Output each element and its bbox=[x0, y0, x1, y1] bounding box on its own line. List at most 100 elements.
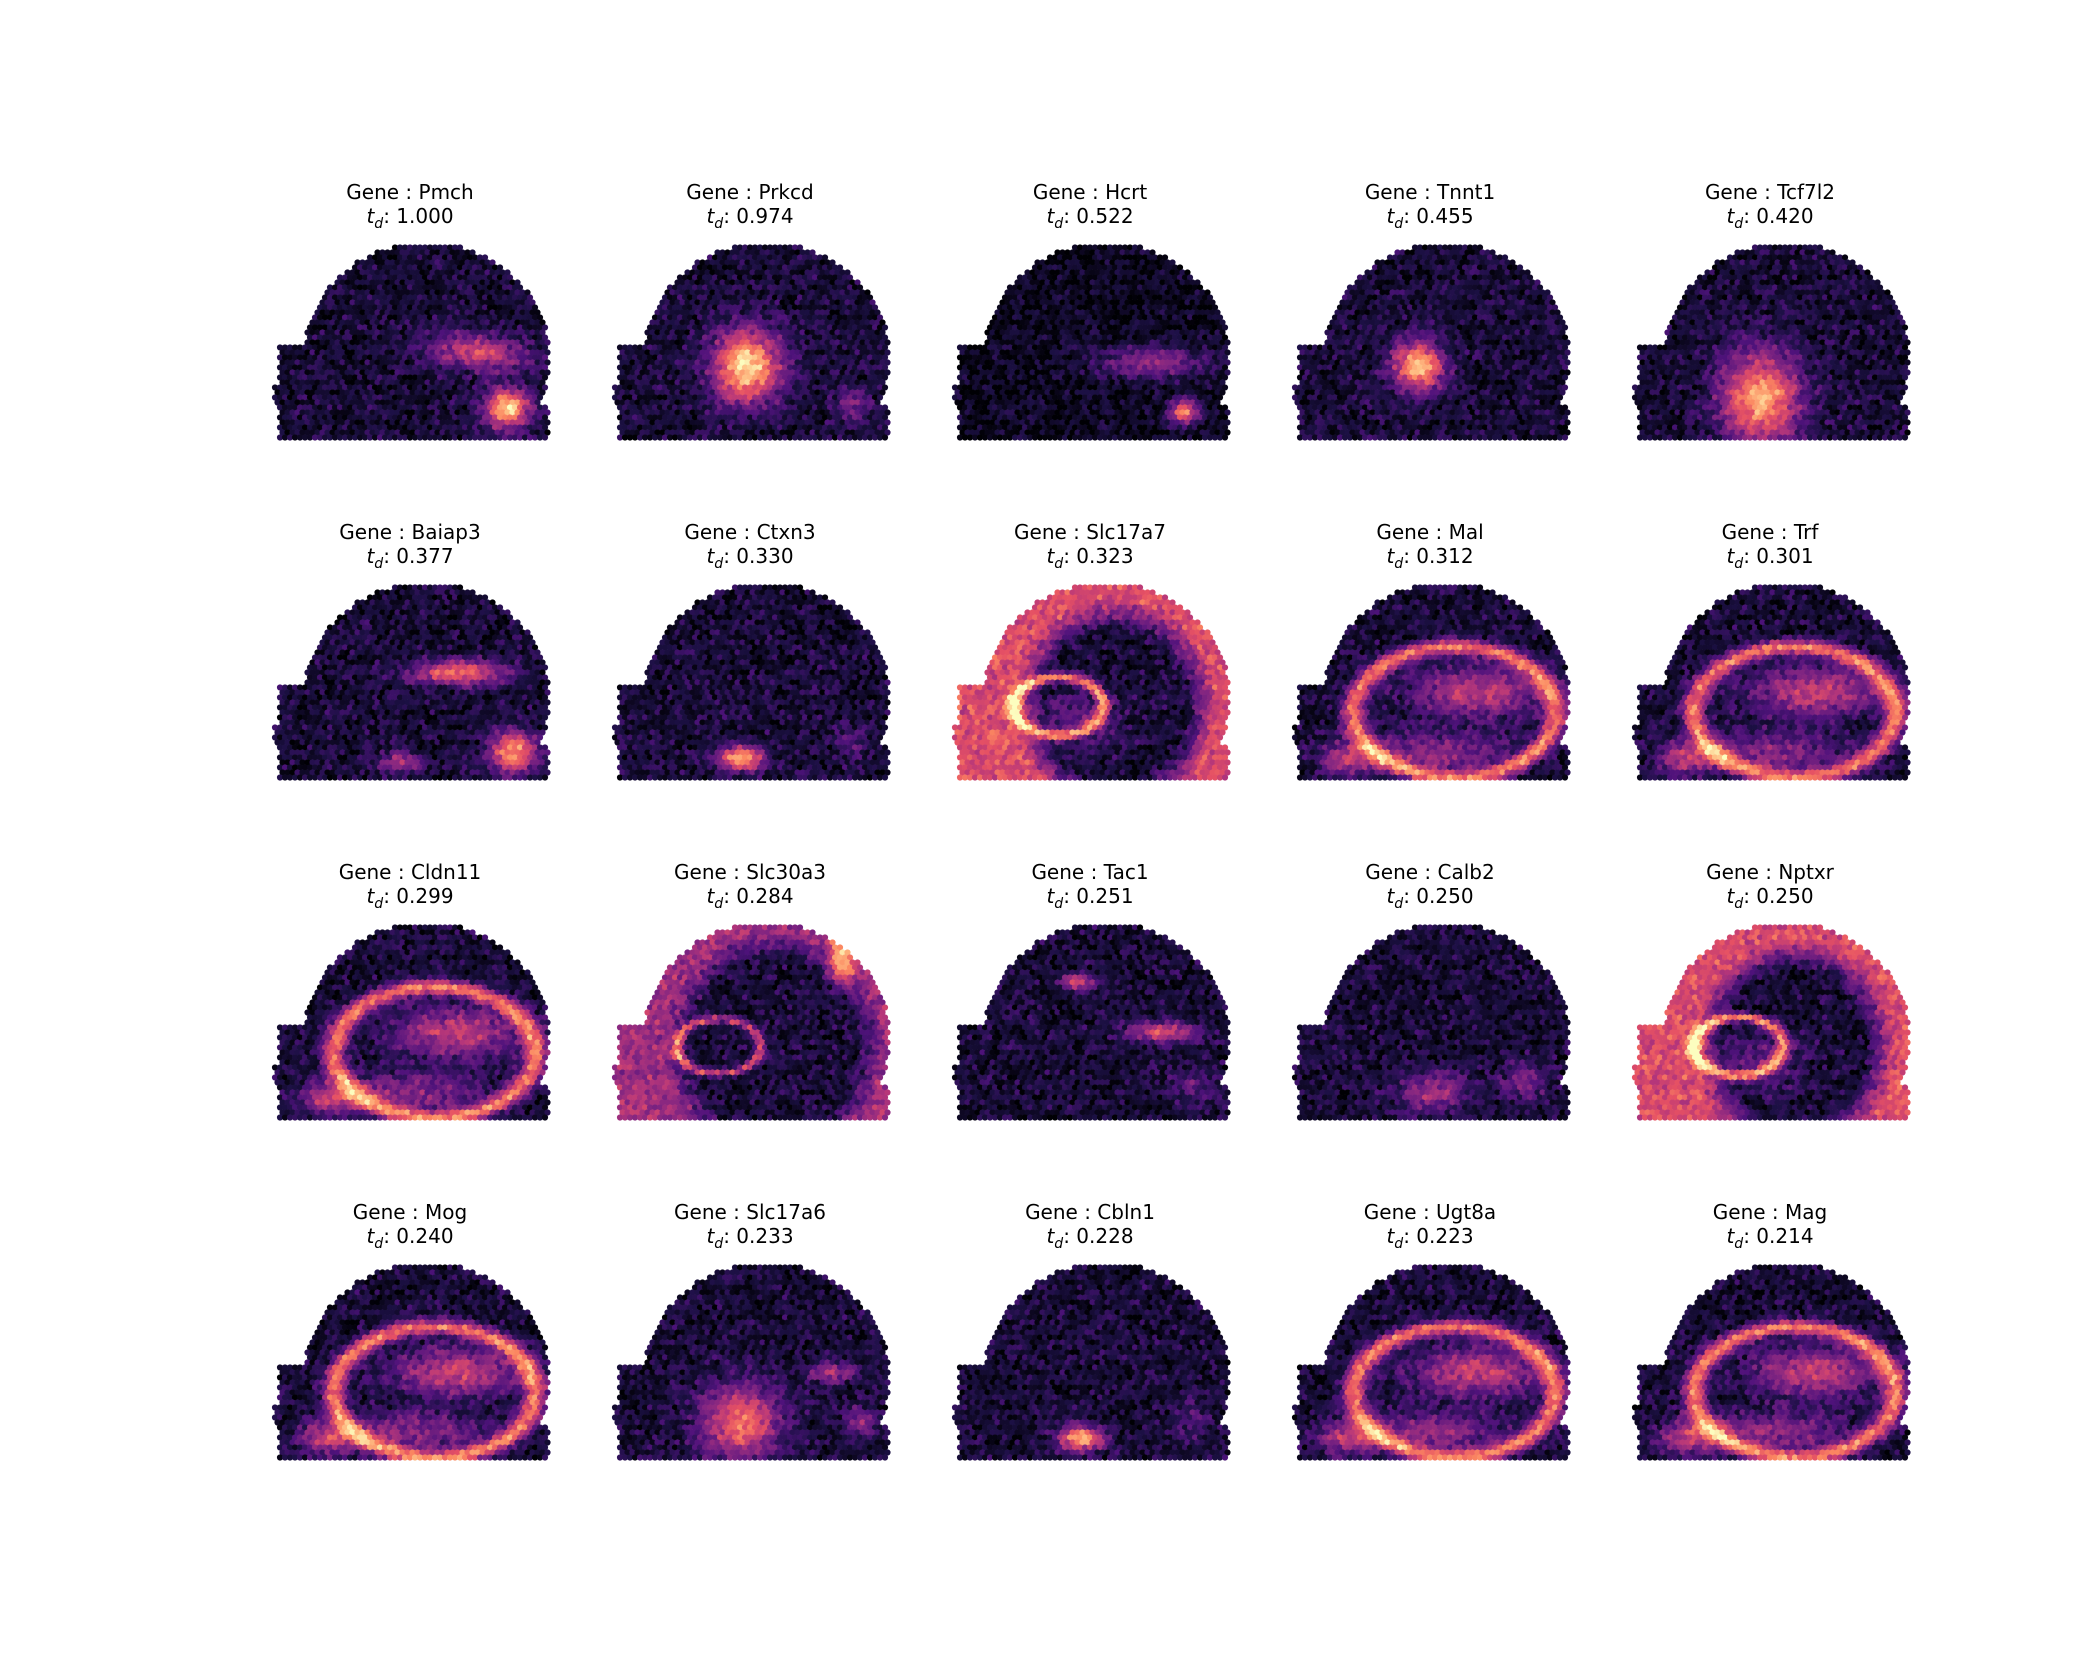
spot bbox=[431, 374, 439, 381]
spot bbox=[681, 304, 689, 311]
spot bbox=[1116, 264, 1124, 271]
spot bbox=[664, 369, 671, 376]
spot bbox=[831, 304, 839, 311]
spot bbox=[381, 294, 389, 301]
spot bbox=[649, 419, 656, 426]
spot bbox=[1021, 334, 1029, 341]
spot bbox=[491, 304, 499, 311]
spot bbox=[754, 419, 761, 426]
spot bbox=[616, 434, 624, 441]
spot bbox=[276, 424, 284, 431]
spot bbox=[724, 359, 731, 366]
spot bbox=[1151, 314, 1159, 321]
spot bbox=[391, 274, 399, 281]
spot bbox=[841, 314, 849, 321]
spot bbox=[1054, 349, 1061, 356]
spot bbox=[541, 414, 549, 421]
spot bbox=[799, 249, 806, 256]
spot bbox=[291, 354, 299, 361]
spot bbox=[969, 389, 976, 396]
spot bbox=[334, 319, 341, 326]
spot bbox=[471, 334, 479, 341]
spot bbox=[411, 254, 419, 261]
spot bbox=[646, 324, 654, 331]
spot bbox=[281, 404, 289, 411]
spot bbox=[411, 354, 419, 361]
spot bbox=[761, 344, 769, 351]
spot bbox=[761, 374, 769, 381]
spot bbox=[359, 259, 366, 266]
spot bbox=[861, 294, 869, 301]
spot bbox=[824, 329, 831, 336]
spot bbox=[1061, 384, 1069, 391]
spot bbox=[1009, 389, 1016, 396]
spot bbox=[1121, 384, 1129, 391]
spot bbox=[419, 349, 426, 356]
spot bbox=[636, 434, 644, 441]
spot bbox=[1081, 294, 1089, 301]
spot bbox=[1019, 339, 1026, 346]
spot bbox=[1024, 389, 1031, 396]
spot bbox=[1009, 329, 1016, 336]
spot bbox=[334, 329, 341, 336]
spot bbox=[689, 399, 696, 406]
spot bbox=[1146, 384, 1154, 391]
spot bbox=[841, 394, 849, 401]
spot bbox=[819, 359, 826, 366]
spot bbox=[674, 279, 681, 286]
spot bbox=[734, 349, 741, 356]
spot bbox=[311, 364, 319, 371]
panel-gene-title: Gene : Prkcd bbox=[580, 180, 920, 204]
spot bbox=[324, 369, 331, 376]
spot bbox=[766, 344, 774, 351]
spot bbox=[816, 374, 824, 381]
spot bbox=[329, 389, 336, 396]
spot bbox=[771, 334, 779, 341]
spot bbox=[669, 409, 676, 416]
spot bbox=[1079, 349, 1086, 356]
spot bbox=[1171, 384, 1179, 391]
spot bbox=[449, 309, 456, 316]
spot bbox=[826, 354, 834, 361]
spot bbox=[684, 429, 691, 436]
spot bbox=[1099, 349, 1106, 356]
spot bbox=[331, 294, 339, 301]
spot bbox=[474, 359, 481, 366]
spot bbox=[871, 394, 879, 401]
spot bbox=[499, 279, 506, 286]
spot bbox=[641, 384, 649, 391]
spot bbox=[866, 314, 874, 321]
spot bbox=[314, 359, 321, 366]
spot bbox=[696, 284, 704, 291]
spot bbox=[746, 324, 754, 331]
spot bbox=[316, 424, 324, 431]
spot bbox=[426, 244, 434, 251]
spot bbox=[1186, 344, 1194, 351]
spot bbox=[644, 419, 651, 426]
spot bbox=[429, 419, 436, 426]
spot bbox=[679, 379, 686, 386]
spot bbox=[674, 409, 681, 416]
spot bbox=[781, 384, 789, 391]
spot bbox=[724, 279, 731, 286]
spot bbox=[1101, 264, 1109, 271]
spot bbox=[1074, 319, 1081, 326]
spot bbox=[351, 264, 359, 271]
spot bbox=[731, 394, 739, 401]
spot bbox=[1079, 279, 1086, 286]
spot bbox=[509, 409, 516, 416]
spot bbox=[1076, 384, 1084, 391]
spot bbox=[1001, 394, 1009, 401]
spot bbox=[831, 344, 839, 351]
spot bbox=[416, 364, 424, 371]
spot bbox=[1069, 269, 1076, 276]
spot bbox=[1064, 319, 1071, 326]
spot bbox=[1199, 309, 1206, 316]
spot bbox=[779, 349, 786, 356]
spot bbox=[304, 429, 311, 436]
spot bbox=[374, 359, 381, 366]
spot bbox=[829, 309, 836, 316]
spot bbox=[736, 354, 744, 361]
spot bbox=[309, 399, 316, 406]
spot bbox=[1149, 339, 1156, 346]
